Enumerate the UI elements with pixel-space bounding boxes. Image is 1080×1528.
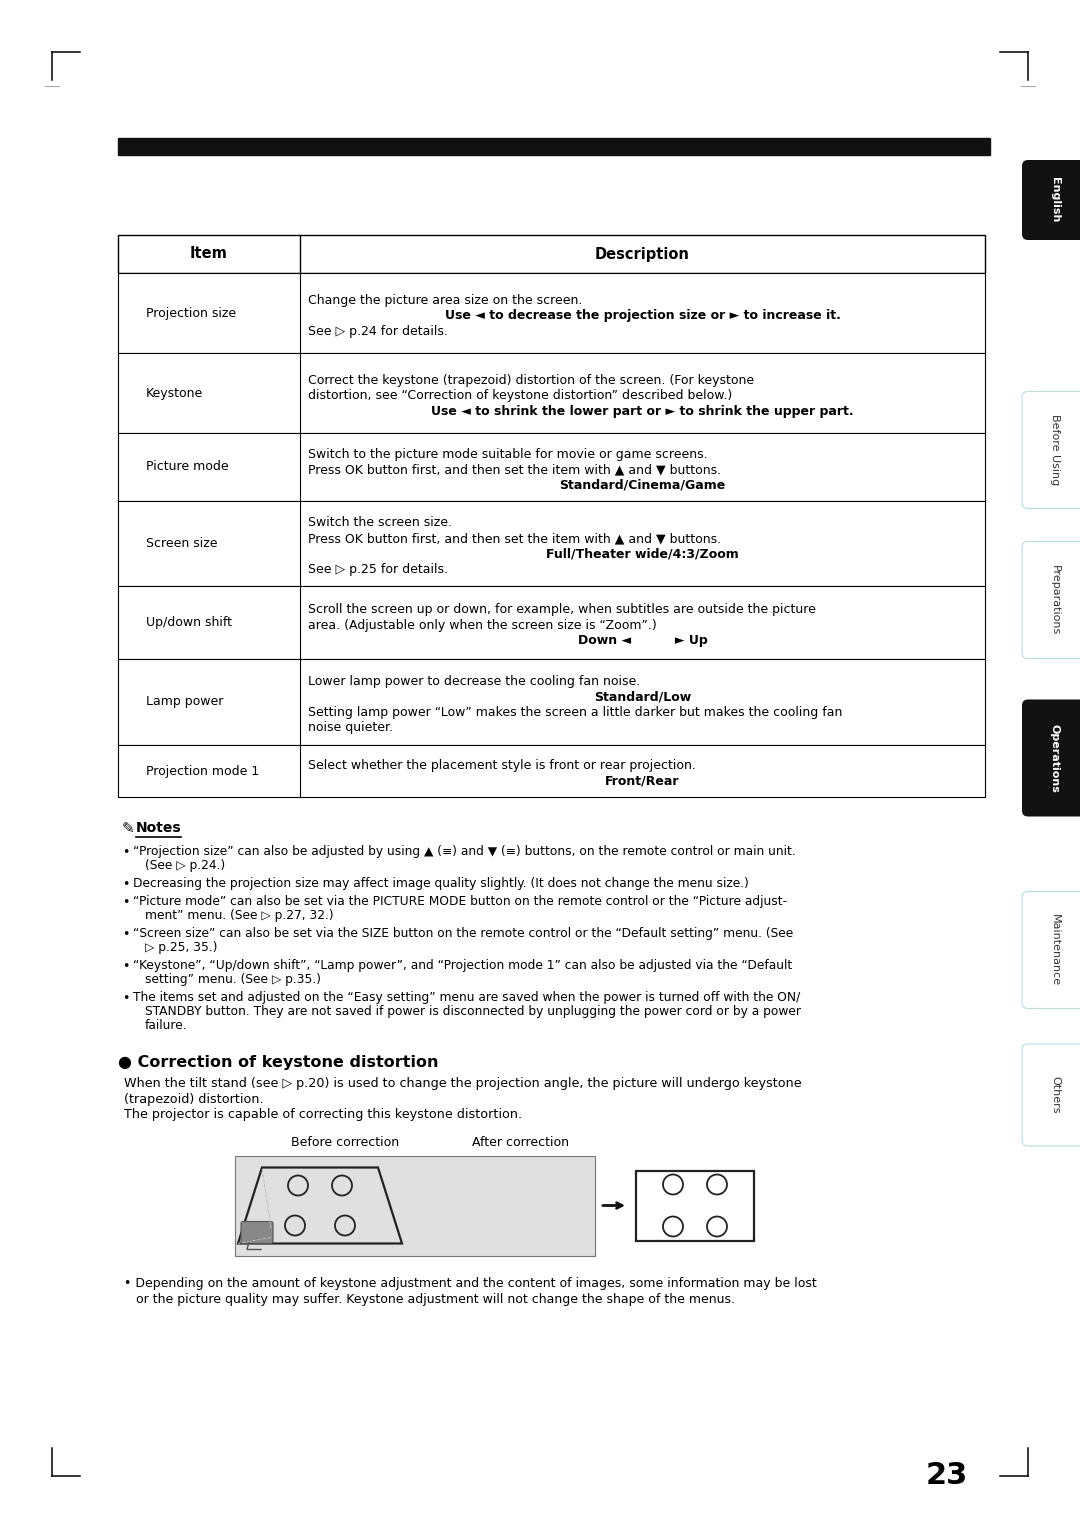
Text: Front/Rear: Front/Rear bbox=[605, 775, 679, 788]
Text: Keystone: Keystone bbox=[146, 387, 203, 399]
Text: Setting lamp power “Low” makes the screen a little darker but makes the cooling : Setting lamp power “Low” makes the scree… bbox=[308, 706, 842, 720]
Text: Picture mode: Picture mode bbox=[146, 460, 229, 474]
Text: Before correction: Before correction bbox=[291, 1135, 400, 1149]
Text: When the tilt stand (see ▷ p.20) is used to change the projection angle, the pic: When the tilt stand (see ▷ p.20) is used… bbox=[124, 1077, 801, 1089]
FancyBboxPatch shape bbox=[1022, 391, 1080, 509]
Text: ✎: ✎ bbox=[122, 821, 135, 836]
Text: Before Using: Before Using bbox=[1050, 414, 1059, 486]
Bar bbox=[118, 432, 985, 501]
Text: Press OK button first, and then set the item with ▲ and ▼ buttons.: Press OK button first, and then set the … bbox=[308, 463, 721, 477]
Text: Projection size: Projection size bbox=[146, 307, 237, 319]
Bar bbox=[118, 235, 985, 274]
Text: • Depending on the amount of keystone adjustment and the content of images, some: • Depending on the amount of keystone ad… bbox=[124, 1277, 816, 1291]
Text: failure.: failure. bbox=[145, 1019, 188, 1031]
Text: Decreasing the projection size may affect image quality slightly. (It does not c: Decreasing the projection size may affec… bbox=[133, 877, 748, 889]
Bar bbox=[235, 1155, 595, 1256]
Text: Operations: Operations bbox=[1050, 724, 1059, 793]
Text: Change the picture area size on the screen.: Change the picture area size on the scre… bbox=[308, 293, 582, 307]
Text: Up/down shift: Up/down shift bbox=[146, 616, 232, 630]
Text: Use ◄ to decrease the projection size or ► to increase it.: Use ◄ to decrease the projection size or… bbox=[445, 309, 840, 322]
Text: Down ◄          ► Up: Down ◄ ► Up bbox=[578, 634, 707, 648]
Text: Screen size: Screen size bbox=[146, 536, 217, 550]
Text: Full/Theater wide/4:3/Zoom: Full/Theater wide/4:3/Zoom bbox=[546, 547, 739, 561]
FancyBboxPatch shape bbox=[241, 1221, 273, 1244]
Text: •: • bbox=[122, 879, 130, 891]
FancyBboxPatch shape bbox=[1022, 541, 1080, 659]
FancyBboxPatch shape bbox=[1022, 160, 1080, 240]
FancyBboxPatch shape bbox=[1022, 700, 1080, 816]
Text: Switch the screen size.: Switch the screen size. bbox=[308, 516, 453, 530]
Text: Maintenance: Maintenance bbox=[1050, 914, 1059, 986]
Text: Standard/Cinema/Game: Standard/Cinema/Game bbox=[559, 478, 726, 492]
Text: •: • bbox=[122, 992, 130, 1005]
Text: Use ◄ to shrink the lower part or ► to shrink the upper part.: Use ◄ to shrink the lower part or ► to s… bbox=[431, 405, 854, 417]
Text: Notes: Notes bbox=[136, 821, 181, 834]
Text: ● Correction of keystone distortion: ● Correction of keystone distortion bbox=[118, 1054, 438, 1070]
Text: English: English bbox=[1050, 177, 1059, 223]
Bar bbox=[118, 659, 985, 746]
Text: Lamp power: Lamp power bbox=[146, 695, 224, 709]
Text: Switch to the picture mode suitable for movie or game screens.: Switch to the picture mode suitable for … bbox=[308, 448, 707, 461]
Text: Others: Others bbox=[1050, 1076, 1059, 1114]
Text: See ▷ p.25 for details.: See ▷ p.25 for details. bbox=[308, 562, 448, 576]
Text: Correct the keystone (trapezoid) distortion of the screen. (For keystone: Correct the keystone (trapezoid) distort… bbox=[308, 374, 754, 387]
Text: •: • bbox=[122, 927, 130, 941]
Bar bbox=[636, 1170, 754, 1241]
Text: or the picture quality may suffer. Keystone adjustment will not change the shape: or the picture quality may suffer. Keyst… bbox=[124, 1293, 735, 1305]
Text: See ▷ p.24 for details.: See ▷ p.24 for details. bbox=[308, 325, 448, 338]
Text: ment” menu. (See ▷ p.27, 32.): ment” menu. (See ▷ p.27, 32.) bbox=[145, 909, 334, 921]
Text: Preparations: Preparations bbox=[1050, 565, 1059, 636]
Text: Scroll the screen up or down, for example, when subtitles are outside the pictur: Scroll the screen up or down, for exampl… bbox=[308, 604, 815, 616]
Text: “Screen size” can also be set via the SIZE button on the remote control or the “: “Screen size” can also be set via the SI… bbox=[133, 927, 793, 940]
Bar bbox=[118, 746, 985, 798]
Bar bbox=[118, 274, 985, 353]
Text: noise quieter.: noise quieter. bbox=[308, 721, 393, 735]
Text: 23: 23 bbox=[926, 1461, 968, 1490]
Text: area. (Adjustable only when the screen size is “Zoom”.): area. (Adjustable only when the screen s… bbox=[308, 619, 657, 631]
Text: The items set and adjusted on the “Easy setting” menu are saved when the power i: The items set and adjusted on the “Easy … bbox=[133, 992, 800, 1004]
Text: After correction: After correction bbox=[472, 1135, 568, 1149]
Text: Item: Item bbox=[190, 246, 228, 261]
Text: “Keystone”, “Up/down shift”, “Lamp power”, and “Projection mode 1” can also be a: “Keystone”, “Up/down shift”, “Lamp power… bbox=[133, 960, 793, 972]
Text: Select whether the placement style is front or rear projection.: Select whether the placement style is fr… bbox=[308, 759, 696, 773]
Text: Description: Description bbox=[595, 246, 690, 261]
Text: ▷ p.25, 35.): ▷ p.25, 35.) bbox=[145, 941, 217, 953]
Text: Lower lamp power to decrease the cooling fan noise.: Lower lamp power to decrease the cooling… bbox=[308, 675, 640, 688]
Text: The projector is capable of correcting this keystone distortion.: The projector is capable of correcting t… bbox=[124, 1108, 522, 1122]
Text: (See ▷ p.24.): (See ▷ p.24.) bbox=[145, 859, 226, 872]
FancyBboxPatch shape bbox=[1022, 891, 1080, 1008]
Text: STANDBY button. They are not saved if power is disconnected by unplugging the po: STANDBY button. They are not saved if po… bbox=[145, 1005, 801, 1018]
Text: distortion, see “Correction of keystone distortion” described below.): distortion, see “Correction of keystone … bbox=[308, 390, 732, 402]
Bar bbox=[118, 353, 985, 432]
Bar bbox=[118, 587, 985, 659]
Text: •: • bbox=[122, 895, 130, 909]
Text: Standard/Low: Standard/Low bbox=[594, 691, 691, 703]
Text: Press OK button first, and then set the item with ▲ and ▼ buttons.: Press OK button first, and then set the … bbox=[308, 532, 721, 545]
Text: Projection mode 1: Projection mode 1 bbox=[146, 764, 259, 778]
Text: (trapezoid) distortion.: (trapezoid) distortion. bbox=[124, 1093, 264, 1105]
Text: •: • bbox=[122, 847, 130, 859]
Text: “Projection size” can also be adjusted by using ▲ (≡) and ▼ (≡) buttons, on the : “Projection size” can also be adjusted b… bbox=[133, 845, 796, 859]
FancyBboxPatch shape bbox=[1022, 1044, 1080, 1146]
Text: setting” menu. (See ▷ p.35.): setting” menu. (See ▷ p.35.) bbox=[145, 973, 321, 986]
Text: “Picture mode” can also be set via the PICTURE MODE button on the remote control: “Picture mode” can also be set via the P… bbox=[133, 895, 787, 908]
Bar bbox=[118, 501, 985, 587]
Text: •: • bbox=[122, 960, 130, 973]
Bar bbox=[118, 138, 990, 154]
